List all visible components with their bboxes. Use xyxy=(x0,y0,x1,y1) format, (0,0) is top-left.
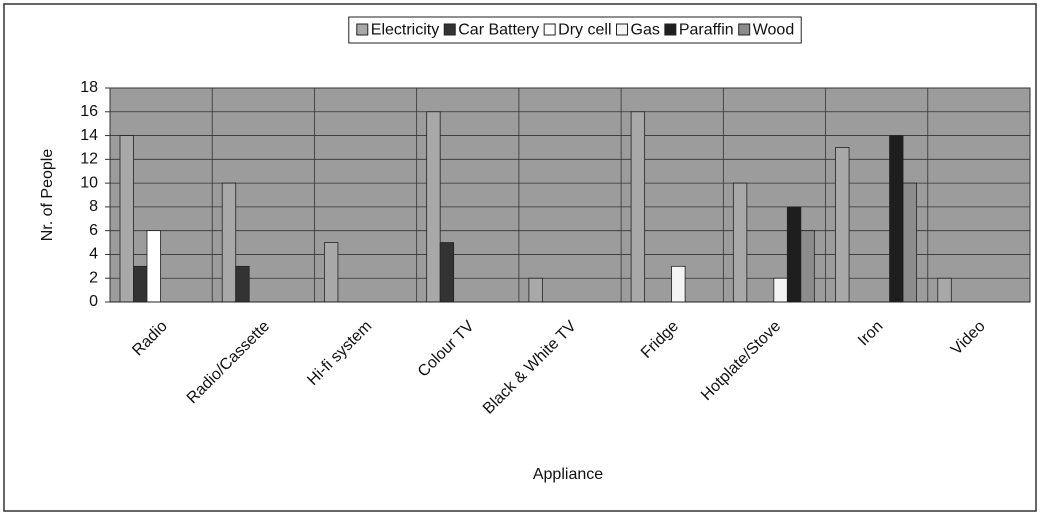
bar xyxy=(235,265,250,303)
legend-label: Wood xyxy=(753,22,795,39)
bar xyxy=(146,230,161,303)
legend: Electricity Car Battery Dry cell Gas Paraffi… xyxy=(348,16,802,44)
bar xyxy=(439,242,455,303)
y-tick-label: 10 xyxy=(80,174,98,191)
legend-label: Electricity xyxy=(371,22,439,39)
bar xyxy=(426,111,441,303)
bar xyxy=(800,230,815,303)
legend-swatch xyxy=(616,23,628,36)
y-tick-label: 4 xyxy=(89,246,98,263)
y-axis-label: Nr. of People xyxy=(39,149,56,242)
bar xyxy=(119,135,134,303)
bar xyxy=(221,182,237,303)
bar xyxy=(528,277,543,303)
legend-swatch xyxy=(543,23,556,36)
legend-label: Paraffin xyxy=(679,22,734,39)
legend-label: Dry cell xyxy=(558,22,611,39)
y-tick-label: 18 xyxy=(80,79,98,96)
bar xyxy=(324,242,339,303)
bar xyxy=(902,182,917,303)
bar xyxy=(835,147,850,303)
bar xyxy=(889,135,904,303)
y-tick-label: 6 xyxy=(89,222,98,239)
y-tick-label: 16 xyxy=(80,103,98,120)
bar xyxy=(630,111,646,303)
legend-swatch xyxy=(738,23,751,36)
y-tick-label: 8 xyxy=(89,198,98,215)
bar xyxy=(786,206,802,303)
bar xyxy=(671,265,686,303)
legend-swatch xyxy=(356,23,369,36)
legend-box xyxy=(348,16,802,44)
y-tick-label: 14 xyxy=(80,127,98,144)
plot-area xyxy=(109,87,1031,303)
bar xyxy=(732,182,748,303)
legend-swatch xyxy=(664,23,677,36)
y-tick-label: 0 xyxy=(89,293,98,310)
y-tick-label: 2 xyxy=(89,269,98,286)
bar xyxy=(937,277,952,303)
bar xyxy=(133,265,148,303)
legend-label: Car Battery xyxy=(458,22,539,39)
legend-label: Gas xyxy=(631,22,660,39)
y-tick-label: 12 xyxy=(80,151,98,168)
bar xyxy=(773,277,788,303)
x-axis-label: Appliance xyxy=(533,466,603,483)
legend-swatch xyxy=(443,23,456,36)
